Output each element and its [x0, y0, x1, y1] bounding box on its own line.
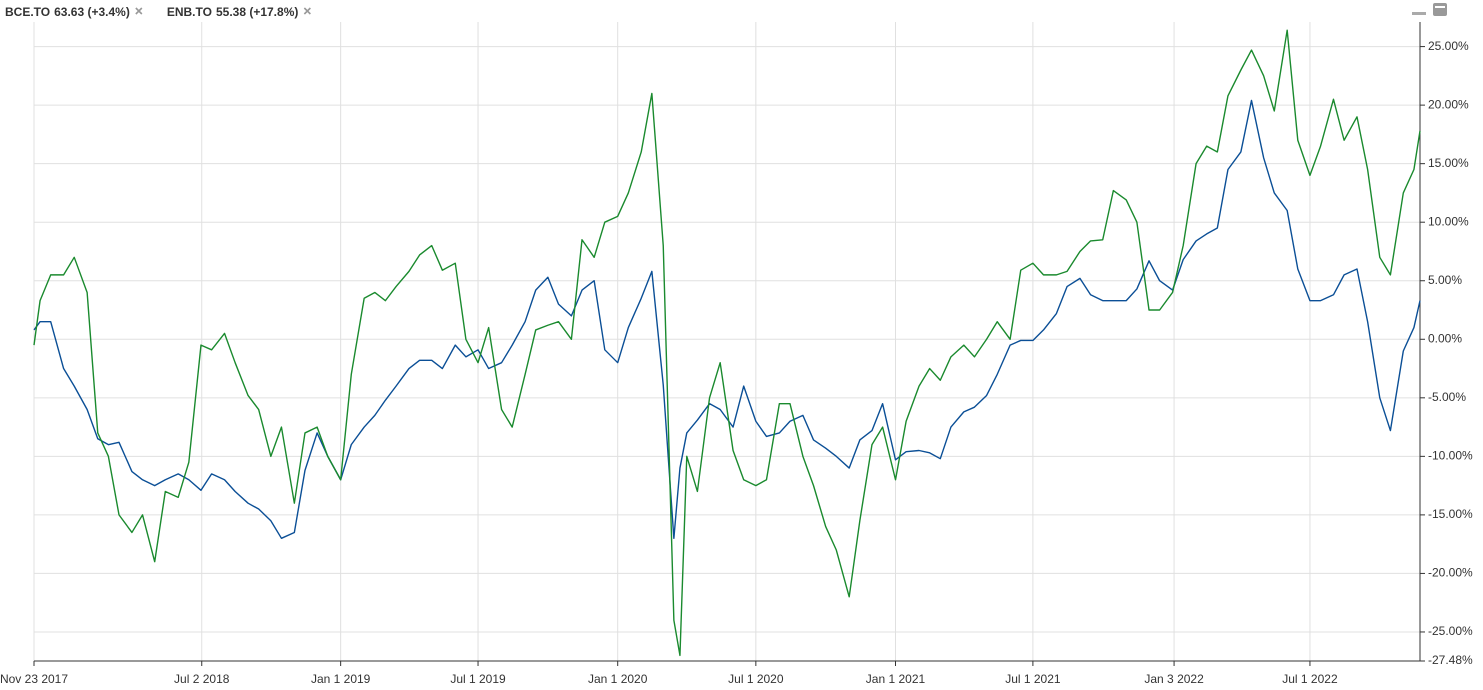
x-tick-label: Jul 1 2019: [450, 672, 506, 686]
legend-quote: 63.63 (+3.4%): [54, 5, 130, 19]
x-tick-label: Jan 1 2021: [866, 672, 926, 686]
y-tick-label: 15.00%: [1428, 156, 1469, 170]
legend-item[interactable]: BCE.TO 63.63 (+3.4%): [5, 5, 143, 19]
series-line: [33, 99, 1421, 539]
x-tick-label: Jul 1 2020: [728, 672, 784, 686]
x-tick-label: Jan 1 2019: [311, 672, 371, 686]
legend-quote: 55.38 (+17.8%): [216, 5, 298, 19]
y-tick-label: -5.00%: [1428, 390, 1466, 404]
x-tick-label: Nov 23 2017: [0, 672, 68, 686]
legend-name: BCE.TO: [5, 5, 50, 19]
y-tick-label: 10.00%: [1428, 214, 1469, 228]
maximize-icon-bar: [1435, 6, 1445, 8]
x-tick-label: Jan 1 2020: [588, 672, 648, 686]
legend-item[interactable]: ENB.TO 55.38 (+17.8%): [167, 5, 311, 19]
x-tick-label: Jul 1 2021: [1005, 672, 1061, 686]
y-tick-label: 20.00%: [1428, 97, 1469, 111]
y-tick-label: -27.48%: [1428, 653, 1473, 667]
y-tick-label: -25.00%: [1428, 624, 1473, 638]
series-line: [33, 29, 1421, 657]
legend-name: ENB.TO: [167, 5, 212, 19]
x-tick-label: Jan 3 2022: [1144, 672, 1204, 686]
x-tick-label: Jul 1 2022: [1282, 672, 1338, 686]
window-controls: [1412, 3, 1447, 16]
y-tick-label: 0.00%: [1428, 331, 1462, 345]
y-tick-label: 5.00%: [1428, 273, 1462, 287]
y-tick-label: -15.00%: [1428, 507, 1473, 521]
legend-close-icon[interactable]: [303, 7, 311, 15]
minimize-icon[interactable]: [1412, 12, 1426, 15]
legend-close-icon[interactable]: [135, 7, 143, 15]
y-tick-label: -10.00%: [1428, 449, 1473, 463]
y-tick-label: 25.00%: [1428, 39, 1469, 53]
y-tick-label: -20.00%: [1428, 566, 1473, 580]
x-tick-label: Jul 2 2018: [174, 672, 230, 686]
maximize-icon[interactable]: [1433, 3, 1447, 16]
